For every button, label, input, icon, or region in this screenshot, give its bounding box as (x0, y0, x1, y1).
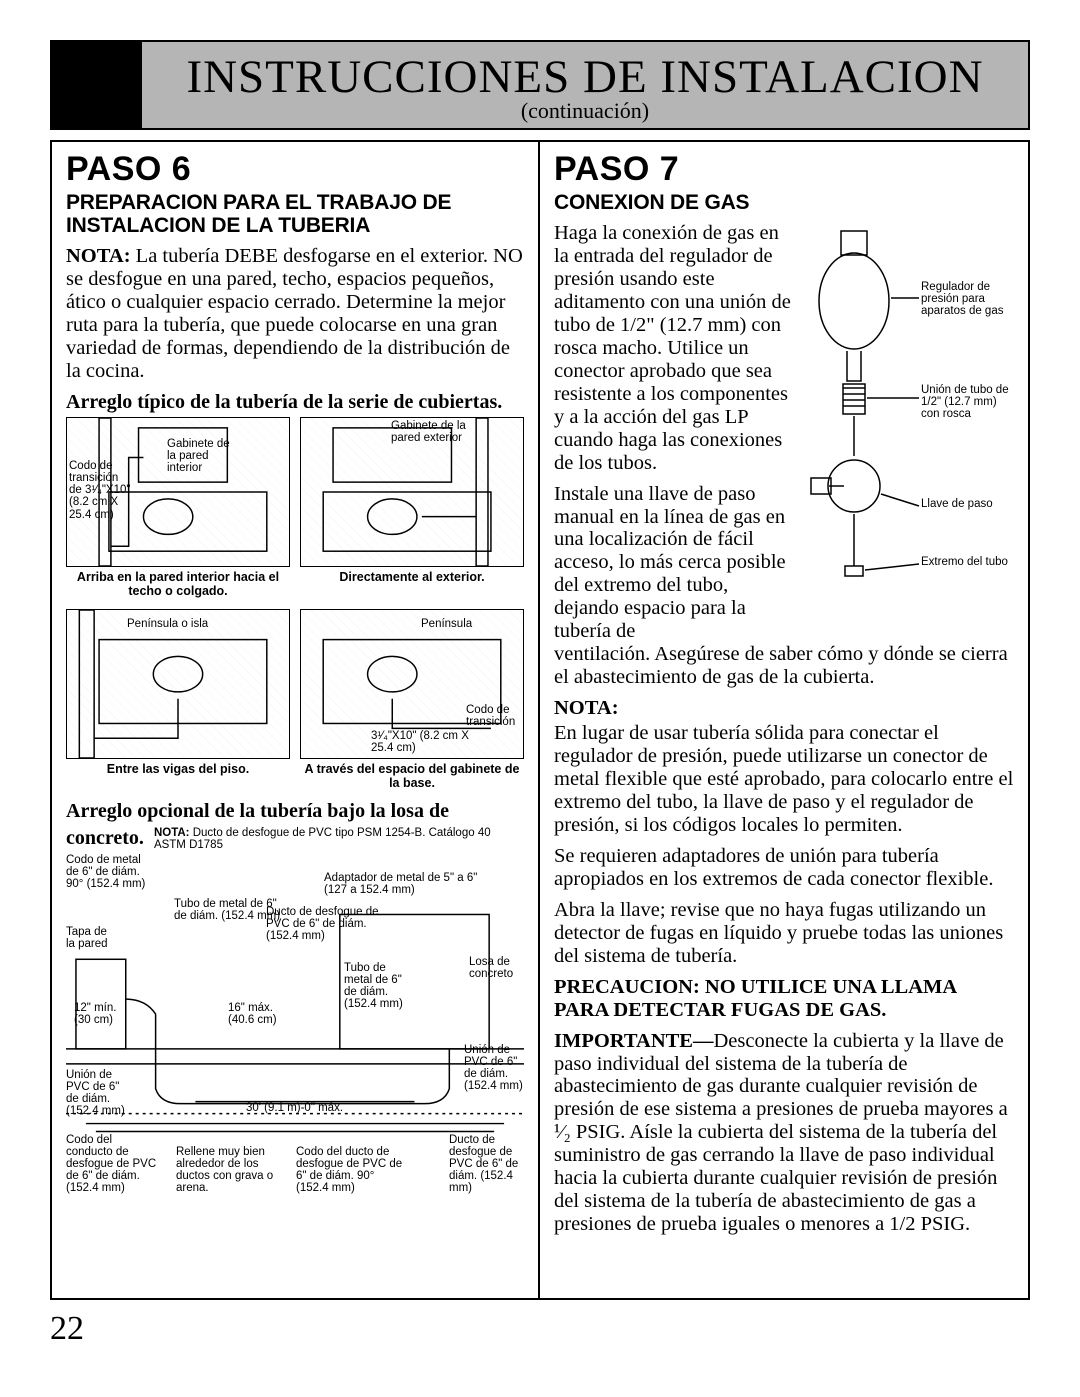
d2-label3: 3¹⁄₄"X10" (8.2 cm X 25.4 cm) (371, 730, 471, 754)
plug-icon (50, 40, 140, 130)
diagram-2b: Península 3¹⁄₄"X10" (8.2 cm X 25.4 cm) C… (300, 609, 524, 759)
p2a: Instale una llave de paso manual en la l… (554, 483, 786, 643)
diagram-2a: Península o isla (66, 609, 290, 759)
page-title: INSTRUCCIONES DE INSTALACION (186, 50, 983, 104)
nota-label: NOTA: (66, 245, 131, 267)
gas-diagram: Regulador de presión para aparatos de ga… (799, 226, 1014, 606)
step7-subtitle: CONEXION DE GAS (554, 191, 1014, 214)
con-l10: Unión de PVC de 6" de diám. (152.4 mm) (464, 1044, 524, 1092)
arr2-row: concreto. NOTA: Ducto de desfogue de PVC… (66, 827, 524, 852)
step6-title: PASO 6 (66, 150, 524, 189)
step6-nota: NOTA: La tubería DEBE desfogarse en el e… (66, 245, 524, 383)
nota-text: La tubería DEBE desfogarse en el exterio… (66, 245, 523, 382)
d2-label1: Península o isla (127, 618, 208, 630)
imp-text: Desconecte la cubierta y la llave de pas… (554, 1030, 1008, 1236)
con-l5: Ducto de desfogue de PVC de 6" de diám. … (266, 906, 396, 942)
arr2-nota-txt: Ducto de desfogue de PVC tipo PSM 1254-B… (154, 827, 491, 852)
step7-p3: En lugar de usar tubería sólida para con… (554, 722, 1014, 837)
step7-p4: Se requieren adaptadores de unión para t… (554, 845, 1014, 891)
content-frame: PASO 6 PREPARACION PARA EL TRABAJO DE IN… (50, 140, 1030, 1300)
gas-l3: Llave de paso (921, 498, 1011, 510)
column-step7: PASO 7 CONEXION DE GAS (540, 142, 1028, 1298)
con-l16: Ducto de desfogue de PVC de 6" de diám. … (449, 1134, 524, 1194)
con-l13: Codo del conducto de desfogue de PVC de … (66, 1134, 161, 1194)
imp-label: IMPORTANTE— (554, 1030, 714, 1052)
step7-p2b: ventilación. Asegúrese de saber cómo y d… (554, 643, 1014, 689)
d2-label4: Codo de transición (466, 704, 521, 728)
con-l6: Tubo de metal de 6" de diám. (152.4 mm) (344, 962, 414, 1010)
con-l11: Unión de PVC de 6" de diám. (152.4 mm) (66, 1069, 131, 1117)
step7-title: PASO 7 (554, 150, 1014, 189)
d1-label2: Gabinete de la pared interior (167, 438, 237, 474)
column-step6: PASO 6 PREPARACION PARA EL TRABAJO DE IN… (52, 142, 540, 1298)
d1-label3: Gabinete de la pared exterior (391, 420, 486, 444)
d1-label1: Codo de transición de 3¹⁄₄"X10" (8.2 cm … (69, 460, 134, 520)
caption-2a: Entre las vigas del piso. (66, 763, 290, 791)
gas-l2: Unión de tubo de 1/2" (12.7 mm) con rosc… (921, 384, 1013, 420)
page-subtitle: (continuación) (521, 98, 649, 124)
diagram-group-1: Codo de transición de 3¹⁄₄"X10" (8.2 cm … (66, 417, 524, 790)
arreglo1-heading: Arreglo típico de la tubería de la serie… (66, 391, 524, 413)
page-number: 22 (50, 1310, 1030, 1348)
con-l2: Tapa de la pared (66, 926, 116, 950)
caption-1a: Arriba en la pared interior hacia el tec… (66, 571, 290, 599)
step7-precaucion: PRECAUCION: NO UTILICE UNA LLAMA PARA DE… (554, 976, 1014, 1022)
con-l12: 30' (9.1 m)-0" máx. (246, 1102, 343, 1114)
con-l1: Codo de metal de 6" de diám. 90° (152.4 … (66, 854, 156, 890)
con-l4: Adaptador de metal de 5" a 6" (127 a 152… (324, 872, 484, 896)
gas-l4: Extremo del tubo (921, 556, 1013, 568)
arr2-nota: NOTA: Ducto de desfogue de PVC tipo PSM … (154, 827, 524, 852)
step6-subtitle: PREPARACION PARA EL TRABAJO DE INSTALACI… (66, 191, 524, 237)
title-bar: INSTRUCCIONES DE INSTALACION (continuaci… (140, 40, 1030, 130)
arreglo2-heading: Arreglo opcional de la tubería bajo la l… (66, 800, 524, 822)
caption-1b: Directamente al exterior. (300, 571, 524, 599)
arr2-nota-label: NOTA: (154, 827, 190, 839)
diagram-1a: Codo de transición de 3¹⁄₄"X10" (8.2 cm … (66, 417, 290, 567)
caption-2b: A través del espacio del gabinete de la … (300, 763, 524, 791)
arr2-line1: Arreglo opcional de la tubería bajo la l… (66, 800, 449, 822)
d2-label2: Península (421, 618, 472, 630)
step7-p5: Abra la llave; revise que no haya fugas … (554, 899, 1014, 968)
concrete-diagram: Codo de metal de 6" de diám. 90° (152.4 … (66, 854, 524, 1194)
header: INSTRUCCIONES DE INSTALACION (continuaci… (50, 40, 1030, 130)
step7-importante: IMPORTANTE—Desconecte la cubierta y la l… (554, 1030, 1014, 1237)
con-l8: 12" mín. (30 cm) (74, 1002, 129, 1026)
arr2-line2: concreto. (66, 827, 144, 849)
diagram-1b: Gabinete de la pared exterior (300, 417, 524, 567)
con-l15: Codo del ducto de desfogue de PVC de 6" … (296, 1146, 406, 1194)
gas-l1: Regulador de presión para aparatos de ga… (921, 281, 1011, 317)
con-l14: Rellene muy bien alrededor de los ductos… (176, 1146, 281, 1194)
con-l7: Losa de concreto (469, 956, 524, 980)
con-l9: 16" máx. (40.6 cm) (228, 1002, 288, 1026)
step7-nota-label: NOTA: (554, 697, 1014, 720)
